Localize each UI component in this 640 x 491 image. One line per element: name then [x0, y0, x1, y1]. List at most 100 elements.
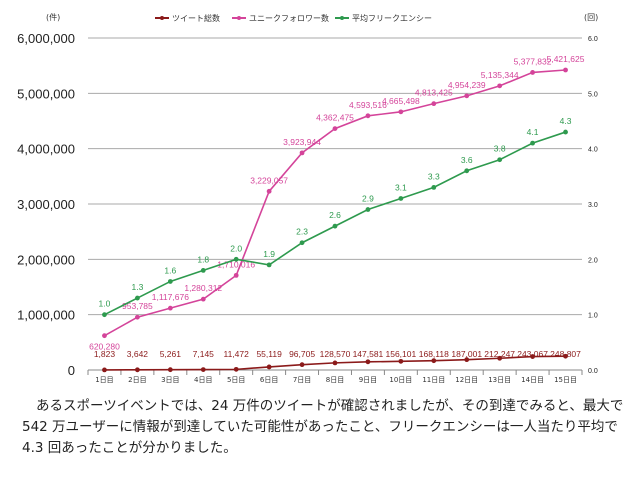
- legend-label: 平均フリークエンシー: [352, 13, 432, 23]
- right-axis-unit: (回): [584, 13, 598, 22]
- data-point: [135, 314, 140, 320]
- data-point: [102, 367, 107, 373]
- data-label: 1.9: [263, 249, 275, 259]
- data-point: [135, 367, 140, 373]
- x-tick-label: 7日目: [293, 376, 311, 384]
- data-point: [464, 168, 470, 174]
- data-label: 3.1: [395, 182, 407, 192]
- right-tick-label: 2.0: [588, 257, 598, 264]
- left-tick-label: 2,000,000: [17, 252, 75, 267]
- data-point: [497, 355, 503, 361]
- left-tick-label: 4,000,000: [17, 142, 75, 157]
- x-tick-label: 14日目: [521, 376, 544, 384]
- x-tick-label: 1日目: [95, 376, 113, 384]
- data-point: [431, 101, 437, 107]
- data-point: [266, 262, 272, 268]
- data-label: 4,362,475: [316, 113, 354, 123]
- left-tick-label: 1,000,000: [17, 308, 75, 323]
- data-point: [200, 367, 206, 373]
- data-label: 4.3: [560, 116, 572, 126]
- data-point: [530, 70, 535, 75]
- right-tick-label: 3.0: [588, 202, 598, 209]
- data-point: [233, 256, 239, 262]
- data-label: 156,101: [385, 349, 416, 359]
- data-point: [167, 279, 173, 284]
- data-label: 2.6: [329, 210, 341, 220]
- data-point: [299, 240, 305, 246]
- data-label: 1,280,312: [184, 283, 222, 293]
- data-label: 3.3: [428, 171, 440, 181]
- data-point: [365, 207, 371, 212]
- data-label: 5,421,625: [547, 54, 585, 64]
- data-point: [266, 364, 272, 370]
- data-point: [233, 272, 239, 278]
- data-label: 4.1: [527, 127, 539, 137]
- data-point: [365, 113, 371, 119]
- data-label: 187,001: [451, 349, 482, 359]
- data-label: 4,813,425: [415, 88, 453, 98]
- left-tick-label: 3,000,000: [17, 197, 75, 212]
- x-tick-label: 4日目: [194, 376, 212, 384]
- data-label: 2.9: [362, 194, 374, 204]
- data-point: [135, 295, 140, 301]
- data-point: [365, 359, 371, 365]
- x-tick-label: 15日目: [554, 376, 577, 384]
- x-tick-label: 9日目: [359, 376, 377, 384]
- data-point: [200, 268, 206, 273]
- data-point: [233, 366, 239, 372]
- data-point: [299, 362, 305, 368]
- data-point: [102, 312, 107, 318]
- data-label: 11,472: [224, 349, 250, 359]
- line-chart: 0 0.0 1,000,000 1.0 2,000,000 2.0 3,000,000 3.0…: [17, 12, 598, 384]
- data-point: [299, 150, 305, 156]
- data-label: 1.6: [164, 265, 176, 275]
- data-label: 5,135,344: [481, 70, 519, 80]
- data-label: 1.3: [131, 282, 143, 292]
- x-tick-label: 12日目: [455, 376, 478, 384]
- data-label: 243,067: [517, 349, 548, 359]
- data-label: 168,118: [419, 349, 449, 359]
- data-point: [497, 157, 503, 163]
- right-tick-label: 6.0: [588, 36, 598, 43]
- data-label: 1,117,676: [152, 292, 189, 302]
- data-point: [431, 185, 437, 190]
- data-label: 3.8: [494, 144, 506, 154]
- data-point: [530, 354, 535, 359]
- data-label: 7,145: [193, 349, 215, 359]
- data-label: 3,642: [127, 349, 149, 359]
- left-axis-unit: (件): [46, 12, 60, 22]
- data-label: 212,247: [484, 349, 515, 359]
- data-point: [200, 296, 206, 302]
- left-tick-label: 0: [68, 363, 75, 378]
- x-tick-label: 2日目: [128, 376, 146, 384]
- legend-marker: [237, 16, 241, 20]
- caption-text: あるスポーツイベントでは、24 万件のツイートが確認されましたが、その到達でみる…: [22, 398, 624, 456]
- data-label: 1,710,016: [217, 259, 255, 269]
- data-point: [563, 67, 568, 73]
- data-label: 96,705: [289, 349, 315, 359]
- x-tick-label: 6日目: [260, 376, 278, 384]
- data-point: [398, 109, 404, 115]
- x-tick-label: 8日目: [326, 376, 344, 384]
- data-label: 248,807: [550, 349, 581, 359]
- series-line-2: [104, 131, 566, 316]
- data-label: 1.8: [197, 254, 209, 264]
- data-point: [464, 357, 470, 363]
- data-point: [431, 358, 437, 364]
- data-label: 128,570: [320, 349, 351, 359]
- data-label: 620,280: [89, 342, 120, 352]
- data-point: [563, 353, 568, 359]
- legend-label: ユニークフォロワー数: [249, 13, 329, 23]
- data-point: [332, 223, 338, 229]
- x-tick-label: 5日目: [227, 376, 245, 384]
- data-point: [266, 188, 272, 194]
- data-label: 147,581: [353, 349, 384, 359]
- x-tick-label: 10日目: [389, 376, 412, 384]
- data-label: 5,261: [160, 349, 182, 359]
- data-point: [398, 196, 404, 201]
- data-label: 55,119: [256, 349, 282, 359]
- data-label: 4,665,498: [382, 96, 420, 106]
- data-label: 3.6: [461, 155, 473, 165]
- right-tick-label: 4.0: [588, 147, 598, 154]
- data-point: [167, 367, 173, 373]
